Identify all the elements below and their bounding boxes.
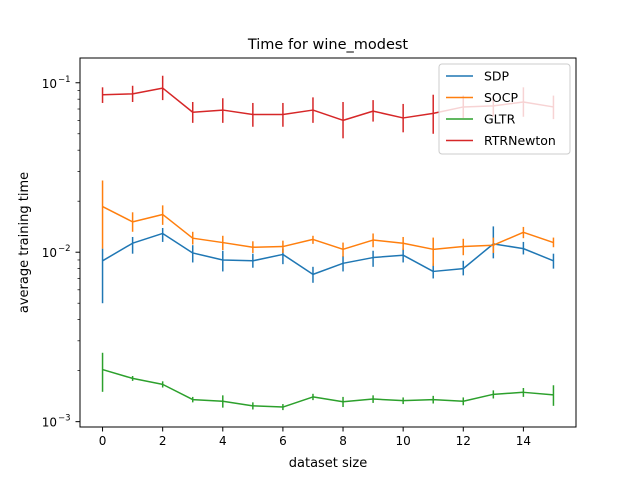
y-tick-exponent: −3 bbox=[58, 414, 71, 424]
x-axis-label: dataset size bbox=[289, 456, 368, 471]
y-tick-label: 10 bbox=[42, 416, 57, 430]
legend: SDP SOCP GLTR RTRNewton bbox=[438, 63, 571, 155]
legend-label: SOCP bbox=[484, 90, 519, 105]
series-line-socp bbox=[102, 205, 554, 251]
axes-frame bbox=[79, 57, 577, 428]
x-tick-label: 2 bbox=[159, 434, 167, 448]
legend-label: GLTR bbox=[484, 112, 516, 127]
x-tick-label: 10 bbox=[396, 434, 411, 448]
legend-label: RTRNewton bbox=[484, 133, 556, 148]
legend-label: SDP bbox=[484, 69, 510, 84]
series-line-sdp bbox=[102, 232, 554, 276]
series-gltr bbox=[101, 352, 555, 411]
y-tick-label: 10 bbox=[42, 77, 57, 91]
series-line-gltr bbox=[102, 368, 554, 408]
series-layer bbox=[101, 75, 555, 411]
x-tick-label: 0 bbox=[99, 434, 107, 448]
y-tick-label: 10 bbox=[42, 246, 57, 260]
chart-title: Time for wine_modest bbox=[247, 37, 409, 53]
series-socp bbox=[101, 180, 555, 266]
y-axis-label: average training time bbox=[17, 172, 32, 313]
x-tick-label: 12 bbox=[456, 434, 471, 448]
y-tick-exponent: −1 bbox=[58, 75, 71, 85]
y-tick-exponent: −2 bbox=[58, 244, 71, 254]
legend-box bbox=[438, 63, 571, 155]
x-tick-label: 6 bbox=[279, 434, 287, 448]
x-tick-label: 8 bbox=[339, 434, 347, 448]
x-tick-label: 4 bbox=[219, 434, 227, 448]
x-tick-label: 14 bbox=[516, 434, 531, 448]
